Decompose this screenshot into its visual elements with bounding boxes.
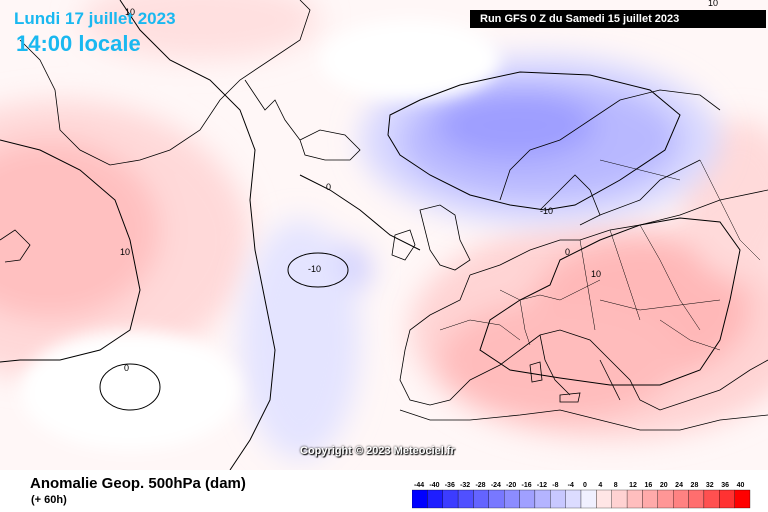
- contour-label: 0: [124, 363, 129, 373]
- scale-label: 8: [614, 482, 618, 489]
- scale-label: -28: [475, 482, 485, 489]
- scale-color-cell: [412, 489, 428, 509]
- neutral-fill: [20, 20, 500, 450]
- scale-color-cell: [580, 489, 597, 509]
- color-scale-legend: -44 -40 -36 -32 -28 -24 -20 -16 -12 -8 -4 0 4 8 12 16 20…: [412, 482, 751, 509]
- scale-color-cell: [673, 489, 689, 509]
- scale-color-cell: [534, 489, 551, 509]
- contour-label: 0: [565, 247, 570, 257]
- contour-lines: [0, 0, 741, 470]
- positive-anomaly-fill: [0, 0, 768, 440]
- scale-label: -12: [537, 482, 547, 489]
- scale-label: -16: [522, 482, 532, 489]
- scale-color-cell: [703, 489, 720, 509]
- copyright-watermark: Copyright © 2023 Meteociel.fr: [300, 445, 455, 457]
- contour-label: 10: [708, 0, 718, 8]
- scale-color-cell: [688, 489, 705, 509]
- time-title: 14:00 locale: [16, 31, 141, 56]
- scale-color-cell: [657, 489, 674, 509]
- scale-label: -4: [568, 482, 574, 489]
- scale-label: 36: [721, 482, 729, 489]
- scale-label: 24: [675, 482, 683, 489]
- scale-label: 16: [644, 482, 652, 489]
- scale-label: 40: [737, 482, 745, 489]
- scale-label: -8: [552, 482, 558, 489]
- scale-color-cell: [565, 489, 582, 509]
- scale-color-cell: [442, 489, 459, 509]
- scale-color-cell: [719, 489, 735, 509]
- forecast-hour: (+ 60h): [31, 494, 67, 506]
- scale-color-cell: [642, 489, 658, 509]
- scale-label: -32: [460, 482, 470, 489]
- scale-color-cell: [734, 489, 751, 509]
- anomaly-map: 10 0 -10 10 0 10 0 -10 10: [0, 0, 768, 470]
- scale-label: 0: [583, 482, 587, 489]
- coastlines: [0, 0, 768, 431]
- country-borders: [439, 159, 761, 351]
- scale-label: 32: [706, 482, 714, 489]
- contour-label: -10: [308, 264, 321, 274]
- scale-label: 12: [629, 482, 637, 489]
- contour-label: 10: [120, 247, 130, 257]
- contour-labels: 10 0 -10 10 0 10 0 -10 10: [120, 0, 718, 373]
- date-title: Lundi 17 juillet 2023: [14, 9, 176, 28]
- scale-label: -44: [414, 482, 424, 489]
- contour-label: 10: [591, 269, 601, 279]
- scale-color-cell: [596, 489, 612, 509]
- contour-label: -10: [540, 206, 553, 216]
- contour-label: 0: [326, 182, 331, 192]
- scale-label: -20: [506, 482, 516, 489]
- map-title: Anomalie Geop. 500hPa (dam): [30, 475, 246, 492]
- scale-color-cell: [626, 489, 643, 509]
- scale-color-cell: [611, 489, 628, 509]
- scale-color-cell: [550, 489, 566, 509]
- scale-color-cell: [504, 489, 520, 509]
- scale-label: 28: [691, 482, 699, 489]
- run-info-banner: Run GFS 0 Z du Samedi 15 juillet 2023: [470, 10, 766, 28]
- scale-color-cell: [473, 489, 489, 509]
- contour-label: 10: [125, 7, 135, 17]
- scale-label: -40: [429, 482, 439, 489]
- scale-label: 4: [598, 482, 602, 489]
- scale-label: -36: [445, 482, 455, 489]
- scale-label: -24: [491, 482, 501, 489]
- scale-color-cell: [457, 489, 474, 509]
- scale-color-cell: [519, 489, 536, 509]
- scale-label: 20: [660, 482, 668, 489]
- scale-color-cell: [427, 489, 443, 509]
- scale-color-cell: [488, 489, 505, 509]
